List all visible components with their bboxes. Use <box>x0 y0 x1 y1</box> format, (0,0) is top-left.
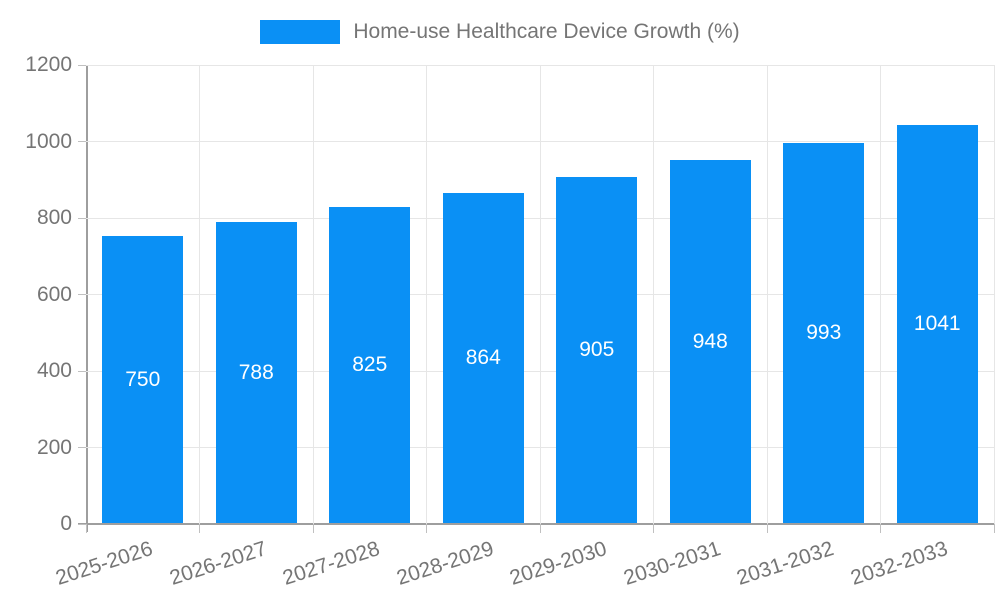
legend: Home-use Healthcare Device Growth (%) <box>0 20 1000 44</box>
x-axis-tick-label: 2028-2029 <box>393 537 497 590</box>
bar-value-label: 750 <box>125 367 161 391</box>
y-axis-tick-label: 800 <box>36 206 72 229</box>
bar: 750 <box>102 236 184 523</box>
x-gridline <box>426 65 427 524</box>
x-tick-mark <box>312 524 314 533</box>
bar-value-label: 825 <box>352 353 388 376</box>
bar: 864 <box>442 193 524 523</box>
y-tick-mark <box>78 370 86 372</box>
y-axis-tick-label: 1000 <box>25 129 72 153</box>
plot-area: 0 200 400 600 800 1000 1200 750 2025-2026 788 2026… <box>25 53 995 590</box>
bar-value-label: 788 <box>238 360 274 384</box>
x-gridline <box>653 65 654 524</box>
x-tick-mark <box>199 524 200 533</box>
y-tick-mark <box>78 294 86 295</box>
y-tick-mark <box>78 217 86 219</box>
bar: 948 <box>669 160 751 523</box>
legend-swatch <box>260 20 341 44</box>
x-gridline <box>312 65 314 524</box>
bar: 788 <box>215 222 297 523</box>
y-axis-tick-label: 200 <box>36 435 72 459</box>
y-axis-tick-label: 600 <box>36 282 72 306</box>
x-axis-line <box>78 523 994 525</box>
legend-series-label: Home-use Healthcare Device Growth (%) <box>353 20 740 43</box>
y-axis-tick-label: 0 <box>60 512 72 535</box>
x-tick-mark <box>426 524 427 533</box>
bar: 825 <box>329 207 411 523</box>
x-tick-mark <box>766 524 768 533</box>
x-gridline <box>539 65 541 524</box>
x-tick-mark <box>653 524 654 533</box>
x-axis-tick-label: 2027-2028 <box>280 537 383 590</box>
bar-value-label: 905 <box>579 338 615 361</box>
x-tick-mark <box>539 524 541 533</box>
y-tick-mark <box>78 447 86 448</box>
x-tick-mark <box>993 524 995 533</box>
bar-value-label: 1041 <box>913 312 961 335</box>
y-axis-line <box>86 65 88 532</box>
x-tick-mark <box>880 524 881 533</box>
x-gridline <box>766 65 768 524</box>
x-axis-tick-label: 2029-2030 <box>507 537 610 590</box>
x-gridline <box>993 65 995 524</box>
x-axis-tick-label: 2031-2032 <box>734 537 837 590</box>
bar-value-label: 864 <box>465 346 501 369</box>
bar: 1041 <box>896 125 978 523</box>
x-axis-tick-label: 2025-2026 <box>53 537 156 590</box>
bar: 993 <box>783 143 865 523</box>
y-tick-mark <box>78 64 86 66</box>
x-gridline <box>880 65 881 524</box>
y-axis-tick-label: 400 <box>36 359 72 382</box>
x-tick-mark <box>85 524 87 533</box>
y-tick-mark <box>78 141 86 142</box>
y-tick-mark <box>78 523 86 525</box>
bar: 905 <box>556 177 638 523</box>
x-axis-tick-label: 2032-2033 <box>847 537 951 590</box>
x-axis-tick-label: 2030-2031 <box>620 537 724 590</box>
x-axis-tick-label: 2026-2027 <box>166 537 270 590</box>
y-axis-tick-label: 1200 <box>25 53 72 76</box>
bar-value-label: 993 <box>806 321 842 344</box>
bar-value-label: 948 <box>692 329 728 353</box>
x-gridline <box>199 65 200 524</box>
